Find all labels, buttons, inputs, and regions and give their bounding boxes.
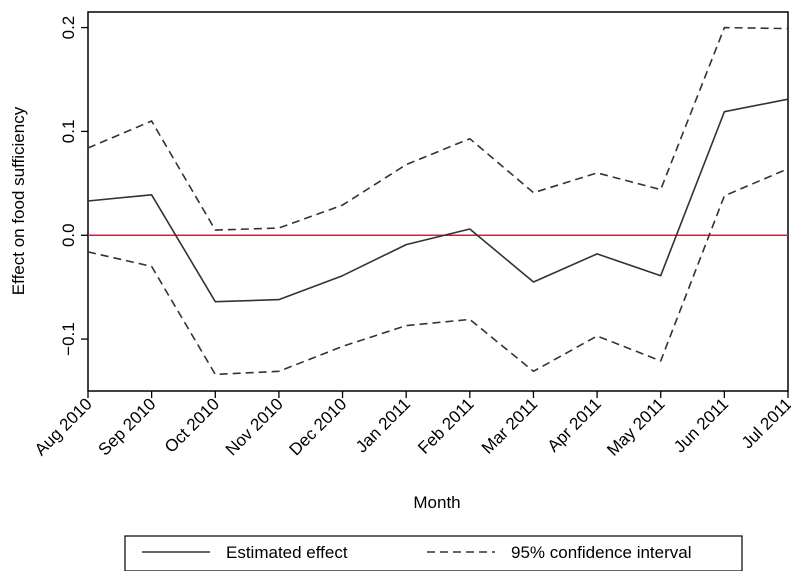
y-axis-label: Effect on food sufficiency	[9, 106, 28, 295]
legend-box	[124, 535, 743, 571]
estimated-effect-line	[87, 98, 789, 303]
x-tick-label: Mar 2011	[478, 394, 541, 457]
x-tick-label: Dec 2010	[285, 394, 350, 459]
series-layer	[87, 26, 789, 376]
y-tick-label: 0.1	[59, 120, 78, 144]
x-tick-label: Sep 2010	[95, 394, 160, 459]
plot-frame	[87, 11, 789, 392]
x-tick-label: Aug 2010	[31, 394, 96, 459]
y-tick-label: 0.2	[59, 16, 78, 40]
x-tick-label: Feb 2011	[414, 394, 477, 457]
y-axis: −0.1 0.0 0.1 0.2	[59, 16, 88, 356]
legend: Estimated effect 95% confidence interval	[124, 535, 743, 571]
ci-upper-line	[87, 26, 789, 231]
x-tick-label: Jan 2011	[352, 394, 414, 456]
x-tick-label: Oct 2010	[161, 394, 223, 456]
x-tick-label: Jul 2011	[738, 394, 791, 452]
y-tick-label: −0.1	[59, 322, 78, 356]
ci-lower-line	[87, 168, 789, 376]
x-axis-label: Month	[413, 493, 460, 512]
legend-label-confidence-interval: 95% confidence interval	[511, 543, 692, 562]
x-tick-label: May 2011	[603, 394, 668, 459]
x-tick-label: Jun 2011	[670, 394, 732, 456]
x-tick-label: Apr 2011	[544, 394, 605, 455]
legend-label-estimated-effect: Estimated effect	[226, 543, 348, 562]
plot-area	[87, 11, 789, 392]
y-tick-label: 0.0	[59, 223, 78, 247]
x-tick-label: Nov 2010	[222, 394, 287, 459]
